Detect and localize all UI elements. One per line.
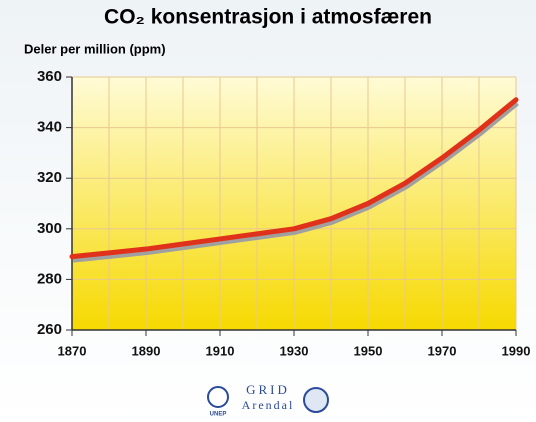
y-tick-label: 280 — [37, 270, 62, 287]
chart-title: CO₂ konsentrasjon i atmosfæren — [104, 6, 432, 29]
x-tick-label: 1930 — [280, 343, 309, 358]
line-shadow — [72, 100, 519, 263]
logo-text: GRID — [246, 382, 290, 397]
logo: UNEP GRID Arendal — [207, 382, 329, 418]
x-tick-label: 1990 — [502, 343, 531, 358]
x-tick-label: 1890 — [132, 343, 161, 358]
y-tick-label: 340 — [37, 119, 62, 136]
logo-text: UNEP — [210, 412, 227, 418]
y-axis-label: Deler per million (ppm) — [24, 41, 166, 56]
x-tick-label: 1910 — [206, 343, 235, 358]
y-tick-label: 260 — [37, 321, 62, 338]
y-tick-label: 300 — [37, 220, 62, 237]
y-tick-label: 360 — [37, 68, 62, 85]
logo-icon — [303, 387, 329, 413]
line — [69, 97, 519, 260]
x-tick-label: 1970 — [428, 343, 457, 358]
logo-icon — [207, 386, 229, 408]
logo-text: Arendal — [242, 398, 295, 412]
x-tick-label: 1950 — [354, 343, 383, 358]
x-tick-label: 1870 — [58, 343, 87, 358]
y-tick-label: 320 — [37, 169, 62, 186]
